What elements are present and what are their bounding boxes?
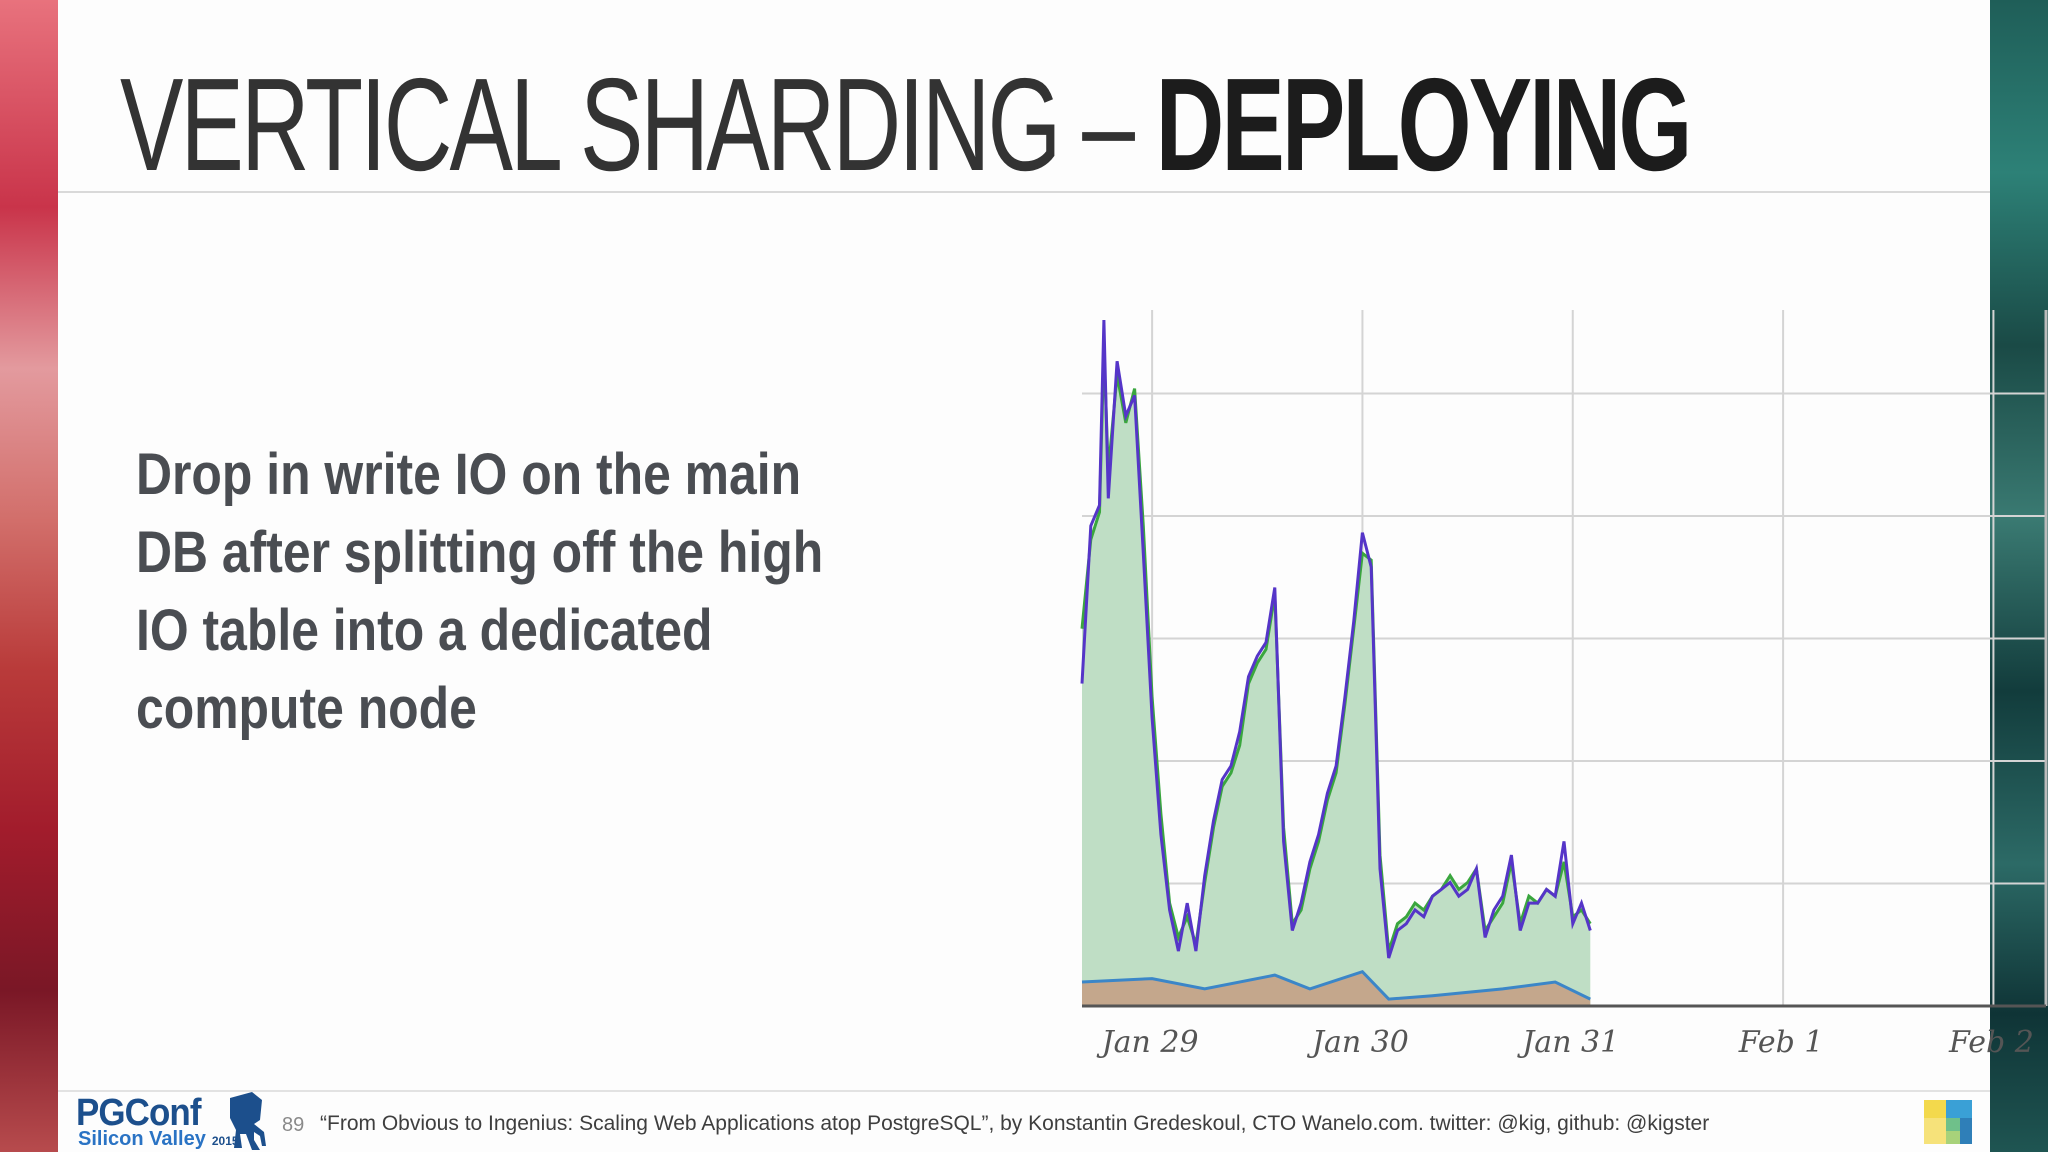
slide-body-text: Drop in write IO on the main DB after sp… <box>136 442 824 741</box>
right-decorative-edge <box>1990 0 2048 1152</box>
x-tick-label: Jan 30 <box>1306 1025 1409 1060</box>
wanelo-logo-icon <box>1924 1100 1972 1144</box>
left-decorative-edge <box>0 0 58 1152</box>
elephant-logo-icon <box>230 1092 266 1150</box>
footer-divider <box>58 1090 1990 1092</box>
x-tick-label: Jan 29 <box>1096 1025 1199 1060</box>
title-dash: – <box>1058 51 1156 198</box>
logo-sub-text: Silicon Valley 2015 <box>78 1128 239 1151</box>
series-purple-line <box>1080 319 1592 959</box>
series-baseline-fill <box>1082 971 1591 1006</box>
x-tick-label: Jan 31 <box>1516 1025 1619 1060</box>
title-divider <box>58 191 1990 193</box>
title-bold: DEPLOYING <box>1155 51 1693 198</box>
series-area-fill <box>1082 347 1591 1006</box>
page-number: 89 <box>282 1114 305 1136</box>
logo-main-text: PGConf <box>76 1092 202 1134</box>
write-io-chart: Jan 29 Jan 30 Jan 31 Feb 1 Feb 2 <box>1080 310 2048 1060</box>
logo-location: Silicon Valley <box>78 1128 206 1150</box>
slide-title: VERTICAL SHARDING – DEPLOYING <box>120 50 1693 200</box>
logo-year: 2015 <box>211 1134 239 1148</box>
series-blue-line <box>1081 969 1591 1001</box>
pgconf-logo: PGConf Silicon Valley 2015 <box>76 1090 336 1152</box>
footer-citation: “From Obvious to Ingenius: Scaling Web A… <box>320 1112 1710 1135</box>
slide: VERTICAL SHARDING – DEPLOYING Drop in wr… <box>58 0 2048 1152</box>
title-light: VERTICAL SHARDING <box>120 51 1062 198</box>
x-tick-label: Feb 1 <box>1738 1025 1824 1060</box>
x-tick-label: Feb 2 <box>1948 1025 2034 1060</box>
